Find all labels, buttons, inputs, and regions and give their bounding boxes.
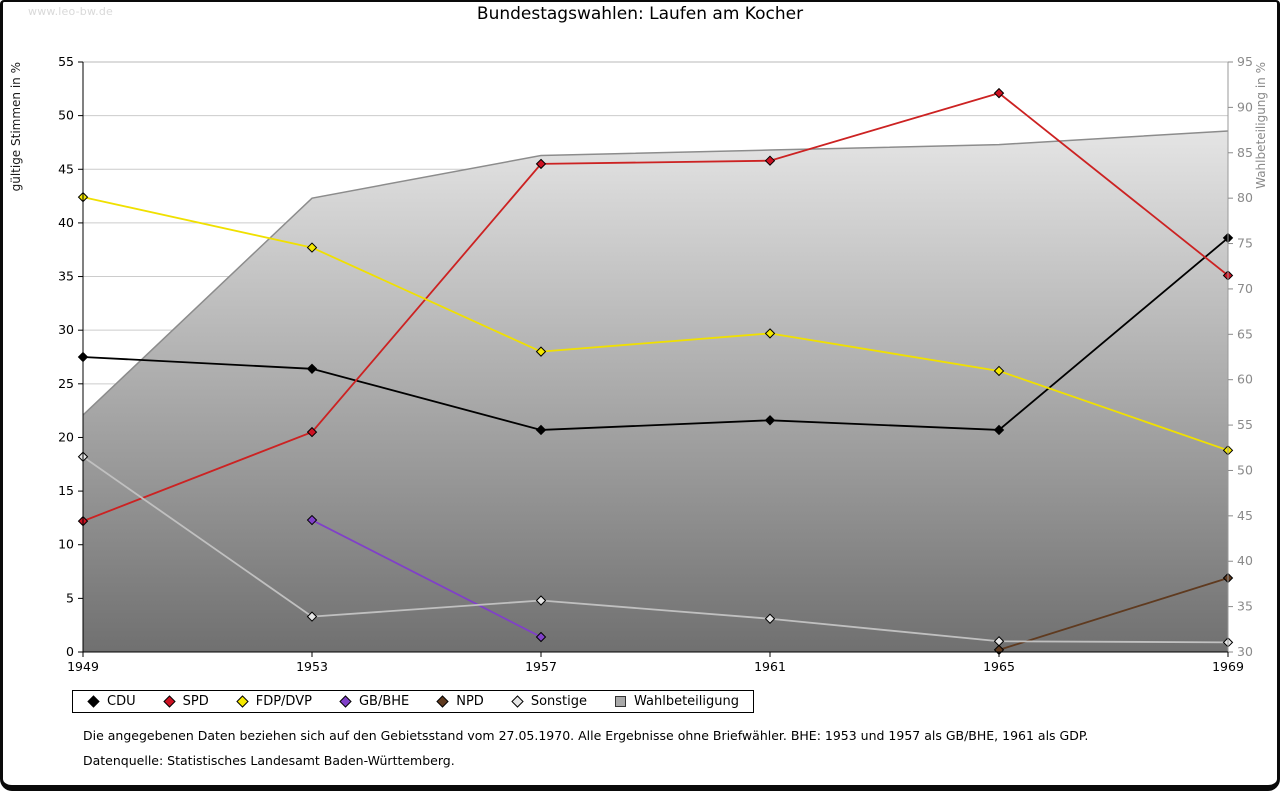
series-cdu bbox=[77, 232, 1234, 436]
svg-text:1965: 1965 bbox=[983, 659, 1015, 674]
svg-text:30: 30 bbox=[58, 322, 74, 337]
diamond-marker-icon bbox=[511, 695, 524, 708]
legend-item-gb-bhe: GB/BHE bbox=[339, 694, 409, 709]
marker-cdu bbox=[764, 415, 776, 426]
legend-label: SPD bbox=[182, 694, 209, 709]
svg-text:45: 45 bbox=[58, 161, 74, 176]
marker-spd bbox=[306, 426, 318, 438]
marker-fdp-dvp bbox=[306, 242, 318, 253]
legend: CDU SPD FDP/DVP GB/BHE NPD Sonstige Wahlbeteil… bbox=[72, 690, 755, 713]
legend-item-sonstige: Sonstige bbox=[511, 694, 587, 709]
legend-label: Wahlbeteiligung bbox=[634, 694, 740, 709]
diamond-marker-icon bbox=[339, 695, 352, 708]
right-axis: 30 35 40 45 50 55 60 65 70 75 80 85 90 95 bbox=[1228, 54, 1253, 659]
svg-text:5: 5 bbox=[66, 590, 74, 605]
diamond-marker-icon bbox=[162, 695, 176, 708]
svg-text:55: 55 bbox=[58, 54, 74, 69]
svg-text:90: 90 bbox=[1237, 99, 1253, 114]
turnout-area-series bbox=[82, 130, 1229, 652]
square-marker-icon bbox=[615, 696, 626, 707]
left-axis: 0 5 10 15 20 25 30 35 40 45 50 55 bbox=[58, 54, 83, 659]
series-line-spd bbox=[82, 92, 1229, 522]
series-line-cdu bbox=[82, 237, 1229, 431]
footnote-data-note: Die angegebenen Daten beziehen sich auf … bbox=[83, 728, 1089, 743]
legend-label: NPD bbox=[456, 694, 484, 709]
marker-cdu bbox=[306, 363, 318, 375]
series-fdp-dvp bbox=[77, 191, 1234, 456]
series-line-npd bbox=[998, 577, 1229, 651]
turnout-line bbox=[82, 130, 1229, 416]
marker-cdu bbox=[535, 424, 547, 436]
diamond-marker-icon bbox=[87, 695, 100, 708]
marker-gb-bhe bbox=[535, 631, 547, 643]
svg-text:20: 20 bbox=[58, 429, 74, 444]
svg-text:1969: 1969 bbox=[1212, 659, 1244, 674]
footnote-source: Datenquelle: Statistisches Landesamt Bad… bbox=[83, 753, 455, 768]
svg-text:0: 0 bbox=[66, 644, 74, 659]
marker-fdp-dvp bbox=[764, 328, 776, 339]
election-results-chart: 0 5 10 15 20 25 30 35 40 45 50 55 30 35 40 45 50 55 60 65 70… bbox=[9, 54, 1268, 674]
svg-text:65: 65 bbox=[1237, 326, 1253, 341]
legend-item-wahlbeteiligung: Wahlbeteiligung bbox=[614, 694, 739, 709]
svg-text:1961: 1961 bbox=[754, 659, 786, 674]
svg-text:95: 95 bbox=[1237, 54, 1253, 69]
legend-item-fdp-dvp: FDP/DVP bbox=[236, 694, 312, 709]
legend-label: GB/BHE bbox=[358, 694, 410, 709]
svg-text:35: 35 bbox=[1237, 599, 1253, 614]
series-gb-bhe bbox=[306, 514, 547, 643]
svg-text:85: 85 bbox=[1237, 145, 1253, 160]
svg-text:15: 15 bbox=[58, 483, 74, 498]
legend-item-npd: NPD bbox=[436, 694, 484, 709]
legend-item-cdu: CDU bbox=[87, 694, 136, 709]
marker-spd bbox=[535, 158, 547, 170]
svg-text:50: 50 bbox=[1237, 462, 1253, 477]
marker-gb-bhe bbox=[306, 514, 318, 526]
series-line-sonstige bbox=[82, 456, 1229, 644]
svg-text:35: 35 bbox=[58, 269, 74, 284]
plot-frame bbox=[82, 61, 1229, 653]
svg-text:10: 10 bbox=[58, 537, 74, 552]
page-title: Bundestagswahlen: Laufen am Kocher bbox=[476, 4, 804, 24]
legend-label: CDU bbox=[107, 694, 136, 709]
marker-sonstige bbox=[764, 613, 776, 624]
diamond-marker-icon bbox=[436, 695, 449, 708]
legend-label: FDP/DVP bbox=[255, 694, 312, 709]
svg-text:1953: 1953 bbox=[296, 659, 328, 674]
svg-text:70: 70 bbox=[1237, 281, 1253, 296]
svg-text:80: 80 bbox=[1237, 190, 1253, 205]
marker-fdp-dvp bbox=[535, 346, 547, 357]
svg-text:30: 30 bbox=[1237, 644, 1253, 659]
x-axis: 1949 1953 1957 1961 1965 1969 bbox=[67, 652, 1244, 674]
svg-text:60: 60 bbox=[1237, 372, 1253, 387]
svg-text:40: 40 bbox=[1237, 553, 1253, 568]
legend-label: Sonstige bbox=[530, 694, 587, 709]
svg-text:75: 75 bbox=[1237, 236, 1253, 251]
marker-sonstige bbox=[306, 611, 318, 622]
diamond-marker-icon bbox=[236, 695, 249, 708]
marker-sonstige bbox=[535, 595, 547, 606]
series-line-fdp-dvp bbox=[82, 196, 1229, 452]
svg-text:45: 45 bbox=[1237, 508, 1253, 523]
svg-text:1949: 1949 bbox=[67, 659, 99, 674]
svg-text:50: 50 bbox=[58, 108, 74, 123]
svg-text:40: 40 bbox=[58, 215, 74, 230]
series-line-gb-bhe bbox=[311, 519, 542, 638]
right-axis-title: Wahlbeteiligung in % bbox=[1254, 62, 1268, 189]
svg-text:25: 25 bbox=[58, 376, 74, 391]
svg-text:1957: 1957 bbox=[525, 659, 557, 674]
watermark: www.leo-bw.de bbox=[28, 5, 114, 18]
marker-cdu bbox=[993, 424, 1005, 436]
turnout-area bbox=[83, 130, 1228, 652]
left-axis-title: gültige Stimmen in % bbox=[9, 62, 23, 191]
marker-spd bbox=[993, 87, 1005, 99]
legend-item-spd: SPD bbox=[162, 694, 209, 709]
svg-text:55: 55 bbox=[1237, 417, 1253, 432]
marker-sonstige bbox=[993, 636, 1005, 647]
marker-spd bbox=[764, 155, 776, 166]
marker-fdp-dvp bbox=[993, 365, 1005, 377]
